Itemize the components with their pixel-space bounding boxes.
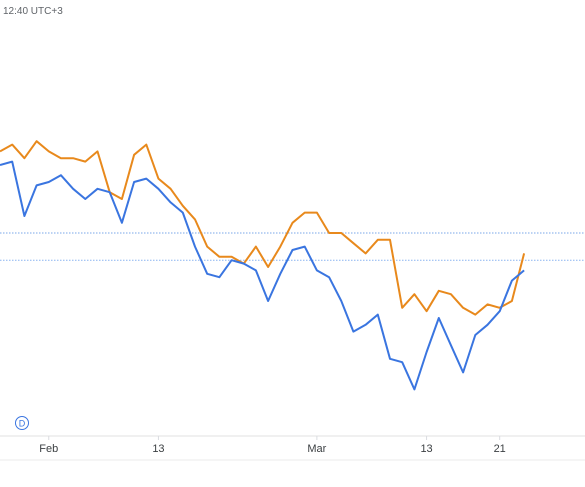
d-badge[interactable]: D (15, 416, 29, 430)
x-tick-label-2: 13 (152, 443, 164, 455)
series-line-1 (0, 140, 526, 316)
x-tick-label-4: 13 (420, 443, 432, 455)
x-tick-label-1: Feb (39, 443, 58, 455)
x-tick-label-5: 21 (494, 443, 506, 455)
d-badge-letter: D (19, 419, 26, 429)
x-tick-label-3: Mar (307, 443, 326, 455)
time-label: 12:40 UTC+3 (3, 6, 63, 17)
series-line-2 (0, 160, 525, 391)
